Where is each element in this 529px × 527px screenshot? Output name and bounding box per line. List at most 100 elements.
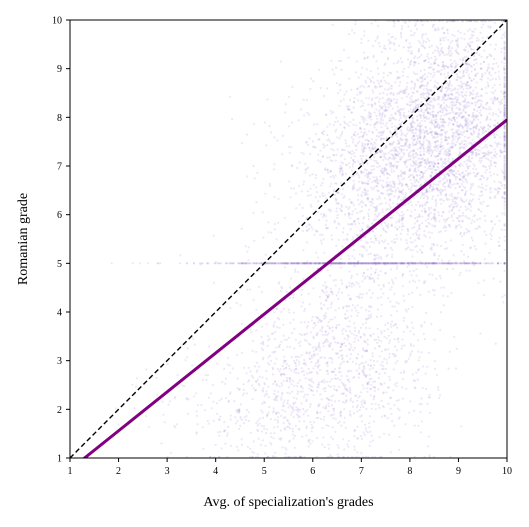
scatter-point	[326, 340, 329, 343]
scatter-point	[407, 155, 411, 158]
scatter-point	[503, 31, 506, 34]
scatter-point	[462, 143, 466, 146]
scatter-point	[349, 298, 352, 301]
scatter-point	[346, 325, 349, 328]
scatter-point	[478, 53, 481, 57]
scatter-point	[309, 174, 312, 177]
scatter-point	[245, 372, 248, 375]
scatter-point	[455, 129, 458, 132]
scatter-point	[413, 222, 416, 225]
scatter-point	[426, 148, 429, 151]
scatter-point	[392, 93, 395, 97]
scatter-point	[365, 133, 368, 136]
scatter-point	[435, 145, 438, 148]
scatter-point	[486, 118, 489, 121]
scatter-point	[398, 147, 401, 150]
scatter-point	[400, 131, 403, 134]
scatter-point	[445, 218, 448, 221]
scatter-point	[407, 176, 410, 179]
scatter-point	[383, 115, 386, 118]
scatter-point	[347, 445, 350, 448]
scatter-point	[478, 159, 481, 162]
scatter-point	[401, 386, 404, 389]
scatter-point	[356, 211, 359, 215]
scatter-point	[486, 66, 490, 69]
scatter-point	[359, 406, 362, 409]
scatter-point	[494, 77, 498, 81]
scatter-point	[359, 126, 362, 129]
scatter-point	[394, 362, 397, 365]
scatter-point	[448, 153, 452, 156]
scatter-point	[399, 111, 402, 114]
scatter-point	[448, 54, 451, 57]
scatter-point	[292, 437, 295, 440]
scatter-point	[365, 407, 368, 411]
scatter-point	[371, 292, 374, 295]
scatter-point	[444, 76, 447, 79]
scatter-point	[399, 116, 402, 119]
scatter-point	[444, 149, 447, 152]
scatter-point	[415, 129, 418, 132]
scatter-point	[451, 146, 454, 149]
scatter-point	[428, 186, 431, 189]
scatter-point	[463, 135, 466, 138]
scatter-point	[311, 173, 314, 176]
scatter-point	[419, 85, 422, 88]
scatter-point	[374, 39, 377, 43]
scatter-point	[368, 374, 371, 377]
scatter-point	[446, 247, 449, 250]
scatter-point	[417, 49, 420, 52]
scatter-point	[453, 116, 456, 119]
scatter-point	[496, 190, 499, 193]
scatter-point	[454, 113, 457, 116]
scatter-point	[425, 190, 428, 194]
scatter-point	[460, 179, 463, 182]
scatter-point	[448, 93, 451, 96]
scatter-point	[458, 185, 461, 189]
scatter-point	[407, 307, 410, 310]
scatter-point	[433, 160, 436, 163]
scatter-point	[353, 445, 356, 448]
scatter-point	[411, 249, 414, 252]
scatter-point	[269, 354, 272, 357]
scatter-point	[272, 382, 275, 386]
scatter-point	[314, 132, 318, 136]
scatter-point	[371, 76, 374, 79]
scatter-point	[432, 105, 435, 108]
scatter-point	[420, 44, 423, 47]
scatter-point	[382, 159, 385, 162]
scatter-point	[389, 396, 392, 399]
scatter-point	[385, 181, 388, 184]
scatter-point	[503, 67, 506, 70]
scatter-point	[440, 87, 443, 90]
scatter-point	[354, 329, 357, 332]
scatter-point	[452, 173, 455, 176]
scatter-point	[384, 47, 387, 51]
scatter-point	[285, 379, 288, 383]
scatter-point	[418, 174, 421, 177]
scatter-point	[373, 364, 376, 367]
scatter-point	[332, 149, 335, 152]
scatter-point	[349, 151, 352, 154]
scatter-point	[497, 244, 500, 248]
scatter-point	[325, 113, 328, 116]
scatter-point	[360, 100, 363, 103]
scatter-point	[503, 124, 506, 127]
scatter-point	[487, 204, 490, 207]
scatter-point	[352, 118, 355, 121]
scatter-point	[468, 84, 471, 87]
scatter-point	[429, 160, 432, 163]
scatter-point	[416, 174, 419, 177]
scatter-point	[453, 60, 456, 63]
scatter-point	[356, 93, 359, 96]
scatter-point	[368, 97, 371, 100]
scatter-point	[493, 187, 496, 191]
scatter-point	[306, 229, 309, 232]
scatter-point	[457, 30, 460, 33]
scatter-point	[388, 356, 391, 359]
scatter-point	[483, 49, 486, 52]
scatter-point	[471, 198, 475, 201]
scatter-point	[483, 165, 486, 168]
scatter-point	[427, 112, 430, 115]
scatter-point	[444, 135, 447, 138]
